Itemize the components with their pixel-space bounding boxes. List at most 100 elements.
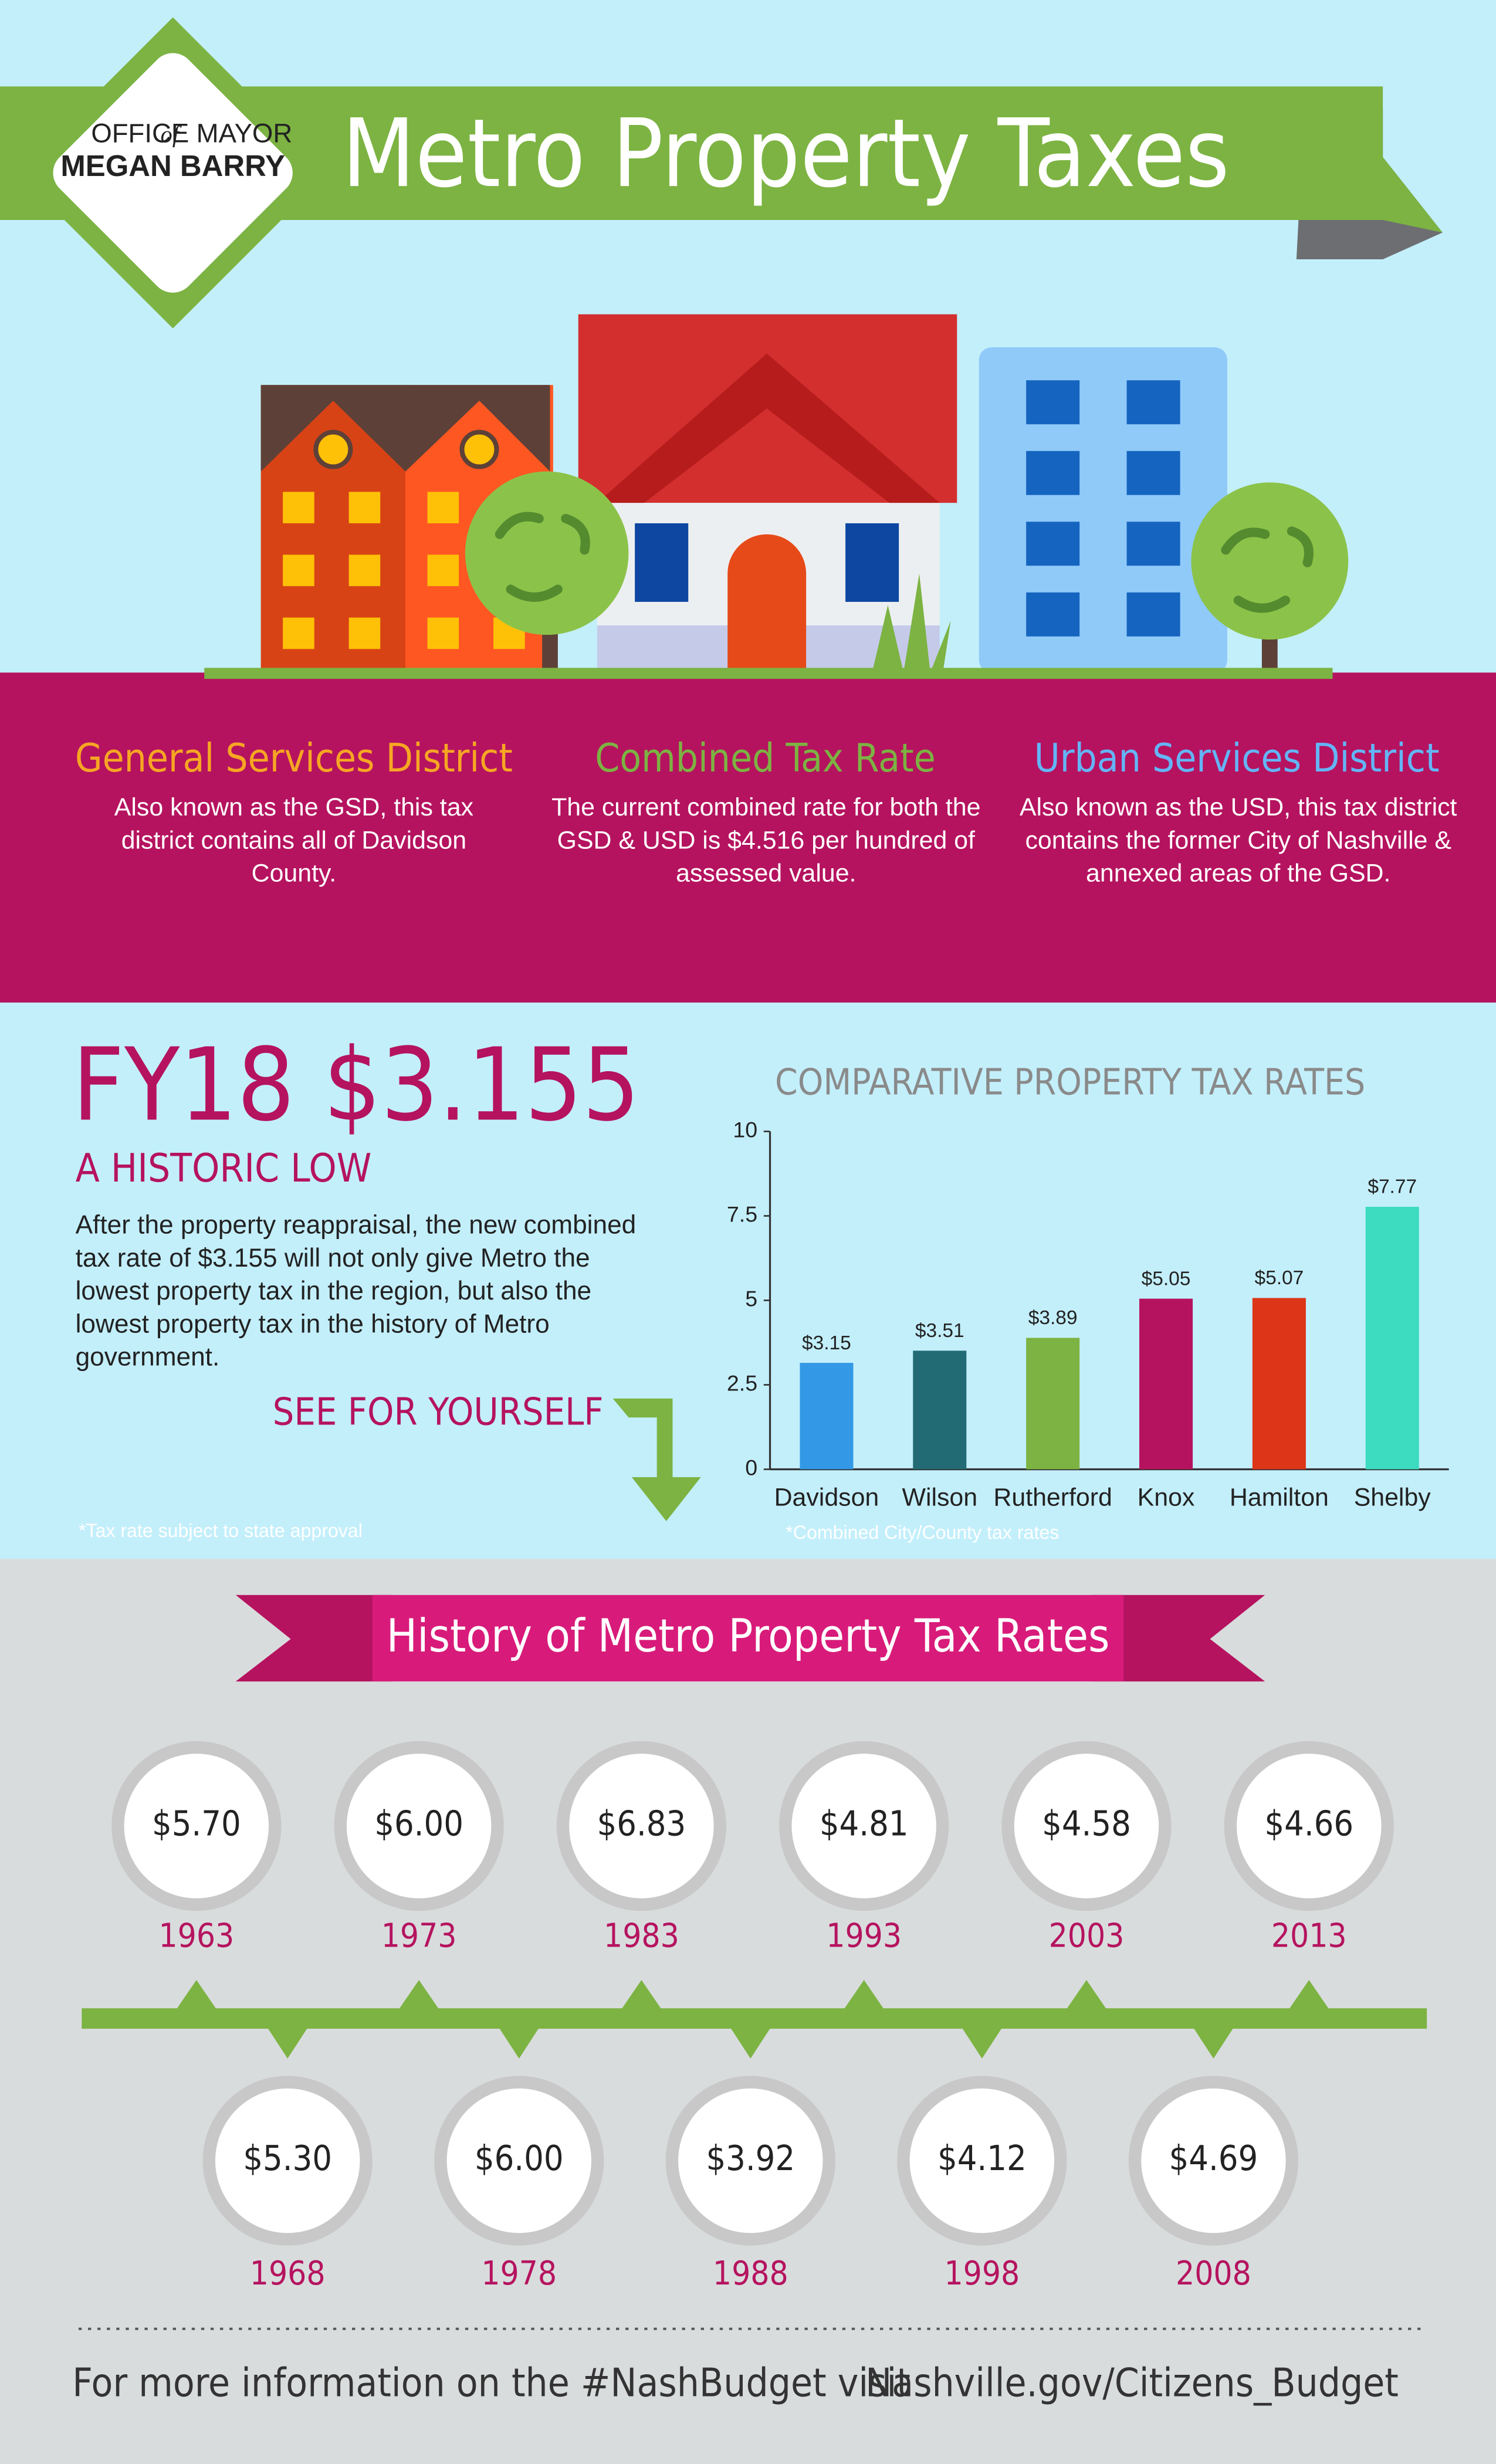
rate-circle bbox=[569, 1754, 714, 1898]
district-text: The current combined rate for both the G… bbox=[551, 795, 981, 888]
x-tick-label: Rutherford bbox=[993, 1484, 1112, 1512]
rate-circle bbox=[791, 1754, 936, 1898]
district-title: Urban Services District bbox=[1034, 735, 1440, 781]
year: 1963 bbox=[158, 1917, 234, 1955]
timeline-pointer bbox=[962, 2027, 1003, 2059]
year: 1973 bbox=[381, 1917, 457, 1955]
history-title: History of Metro Property Tax Rates bbox=[387, 1610, 1110, 1663]
rate: $6.83 bbox=[597, 1803, 686, 1844]
district-title: Combined Tax Rate bbox=[595, 735, 936, 781]
year: 1978 bbox=[481, 2255, 557, 2293]
value-label: $3.89 bbox=[1028, 1307, 1078, 1329]
x-tick-label: Shelby bbox=[1354, 1484, 1431, 1512]
ribbon-ends bbox=[235, 1595, 1265, 1682]
highlight-band bbox=[0, 1002, 1496, 1559]
timeline bbox=[82, 2008, 1427, 2029]
bar bbox=[1252, 1298, 1306, 1470]
district-text: Also known as the GSD, this tax district… bbox=[114, 795, 473, 888]
district-text-box: Also known as the GSD, this tax district… bbox=[114, 795, 473, 888]
year: 2013 bbox=[1271, 1917, 1347, 1955]
timeline-pointer bbox=[498, 2027, 540, 2059]
timeline-pointer bbox=[1193, 2027, 1234, 2059]
rate-circle bbox=[446, 2088, 591, 2233]
year: 1983 bbox=[604, 1917, 679, 1955]
y-tick-label: 0 bbox=[745, 1455, 757, 1480]
logo-of: of bbox=[161, 121, 182, 147]
year: 1993 bbox=[826, 1917, 902, 1955]
subhead: A HISTORIC LOW bbox=[76, 1145, 372, 1191]
page-title: Metro Property Taxes bbox=[342, 99, 1230, 208]
logo-name: MEGAN BARRY bbox=[60, 149, 285, 182]
timeline-pointer bbox=[267, 2027, 308, 2059]
timeline-pointer bbox=[843, 1980, 885, 2010]
timeline-pointer bbox=[176, 1980, 217, 2010]
rate: $4.69 bbox=[1169, 2138, 1258, 2178]
rate-circle bbox=[909, 2088, 1055, 2233]
footnote: *Tax rate subject to state approval bbox=[79, 1520, 363, 1541]
value-label: $7.77 bbox=[1368, 1176, 1417, 1198]
district-text-box: Also known as the USD, this tax district… bbox=[1019, 795, 1457, 888]
bar bbox=[913, 1351, 967, 1470]
year: 1968 bbox=[250, 2255, 326, 2293]
bar-chart: COMPARATIVE PROPERTY TAX RATES *Combined… bbox=[727, 1061, 1449, 1543]
bar bbox=[1026, 1338, 1080, 1470]
value-label: $5.05 bbox=[1142, 1268, 1191, 1289]
year: 2008 bbox=[1176, 2255, 1251, 2293]
highlight-text-box: After the property reappraisal, the new … bbox=[75, 1211, 637, 1373]
district-text-box: The current combined rate for both the G… bbox=[551, 795, 981, 888]
rate: $4.12 bbox=[937, 2138, 1027, 2178]
logo-mayor: MAYOR bbox=[197, 118, 293, 148]
cta-arrow bbox=[612, 1398, 701, 1521]
x-tick-label: Wilson bbox=[902, 1484, 978, 1512]
rate-circle bbox=[1237, 1754, 1382, 1898]
chart-title: COMPARATIVE PROPERTY TAX RATES bbox=[775, 1061, 1365, 1103]
cta: SEE FOR YOURSELF bbox=[273, 1390, 604, 1434]
year: 1998 bbox=[944, 2255, 1020, 2293]
bar bbox=[1365, 1206, 1419, 1470]
highlight-text: After the property reappraisal, the new … bbox=[75, 1211, 637, 1373]
buildings bbox=[204, 314, 1349, 679]
rate-circle bbox=[346, 1754, 492, 1898]
district-band bbox=[0, 672, 1496, 1003]
district-text: Also known as the USD, this tax district… bbox=[1019, 795, 1457, 888]
rate-circle bbox=[215, 2088, 360, 2233]
rate-circle bbox=[1141, 2088, 1286, 2233]
value-label: $3.51 bbox=[915, 1320, 964, 1342]
rate: $6.00 bbox=[475, 2138, 564, 2178]
banner bbox=[0, 86, 1443, 233]
timeline-pointer bbox=[730, 2027, 771, 2059]
bar bbox=[800, 1363, 854, 1470]
value-label: $5.07 bbox=[1254, 1267, 1304, 1289]
timeline-pointer bbox=[1066, 1980, 1107, 2010]
logo bbox=[53, 53, 293, 293]
y-tick-label: 2.5 bbox=[727, 1370, 757, 1395]
rate: $6.00 bbox=[374, 1803, 463, 1844]
rate: $4.81 bbox=[820, 1803, 909, 1844]
y-tick-label: 5 bbox=[745, 1286, 757, 1311]
rate-circle bbox=[1014, 1754, 1159, 1898]
ribbon bbox=[372, 1595, 1124, 1682]
rate: $5.70 bbox=[152, 1803, 241, 1844]
rate: $3.92 bbox=[706, 2138, 795, 2178]
district-title: General Services District bbox=[75, 735, 513, 781]
y-tick-label: 10 bbox=[733, 1117, 757, 1142]
timeline-pointer bbox=[621, 1980, 662, 2010]
rate: $5.30 bbox=[243, 2138, 332, 2178]
logo-office: OFFICE bbox=[91, 118, 189, 148]
year: 2003 bbox=[1049, 1917, 1125, 1955]
chart-note: *Combined City/County tax rates bbox=[786, 1522, 1059, 1543]
year: 1988 bbox=[713, 2255, 788, 2293]
y-tick-label: 7.5 bbox=[727, 1201, 757, 1226]
rate: $4.58 bbox=[1042, 1803, 1131, 1844]
timeline-pointer bbox=[398, 1980, 439, 2010]
footer-link: Nashville.gov/Citizens_Budget bbox=[865, 2360, 1399, 2406]
x-tick-label: Hamilton bbox=[1230, 1484, 1329, 1512]
footer-text: For more information on the #NashBudget … bbox=[72, 2360, 911, 2406]
bar bbox=[1139, 1298, 1193, 1470]
timeline-pointer bbox=[1288, 1980, 1330, 2010]
rate: $4.66 bbox=[1264, 1803, 1353, 1844]
rate-circle bbox=[124, 1754, 269, 1898]
rate-circle bbox=[678, 2088, 823, 2233]
